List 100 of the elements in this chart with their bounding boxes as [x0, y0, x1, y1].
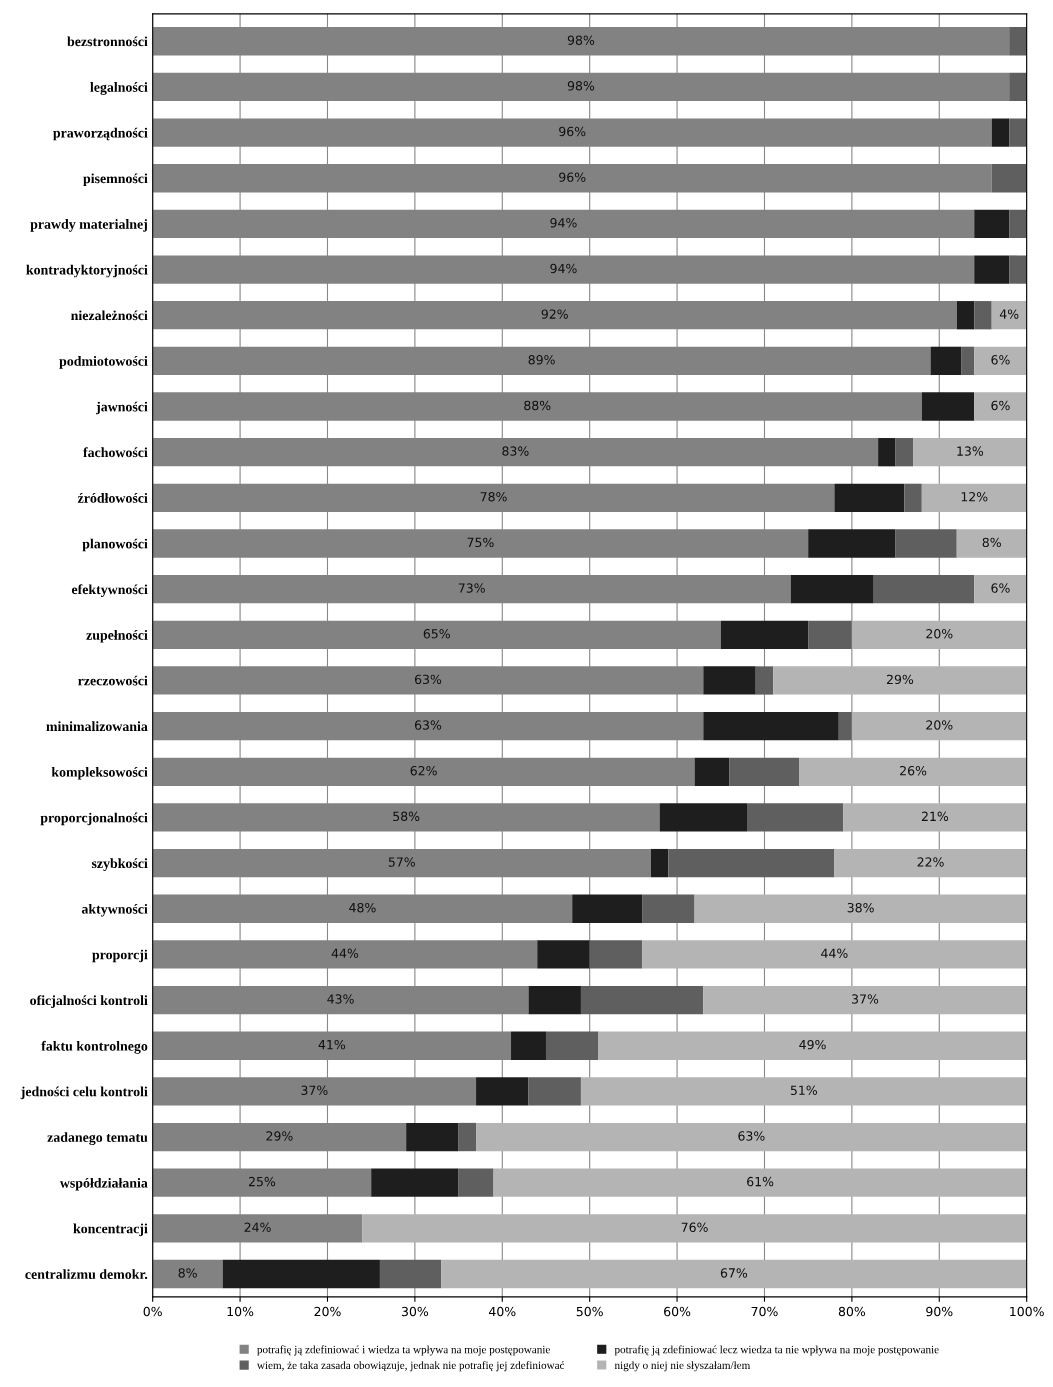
bar — [528, 1077, 581, 1106]
y-tick-label: zupełności — [86, 629, 148, 643]
bar — [974, 346, 1027, 376]
bar — [895, 529, 957, 558]
bar — [974, 255, 1010, 284]
data-label: 29% — [886, 674, 914, 685]
bar — [799, 757, 1027, 786]
bar — [441, 1259, 1027, 1289]
data-label: 83% — [502, 446, 529, 456]
data-label: 98% — [567, 81, 595, 91]
bar — [1009, 209, 1027, 239]
data-label: 63% — [414, 674, 442, 685]
legend-label: wiem, że taka zasada obowiązuje, jednak nie potrafię jej zdefiniować — [256, 1361, 565, 1372]
bar — [703, 985, 1027, 1015]
bar — [956, 301, 975, 330]
bar — [222, 1259, 380, 1289]
x-tick-label: 30% — [401, 1306, 429, 1317]
y-tick-label: jedności celu kontroli — [20, 1086, 148, 1100]
bar — [572, 894, 643, 923]
bar — [904, 483, 922, 512]
data-label: 73% — [458, 583, 485, 593]
data-label: 41% — [318, 1039, 346, 1050]
y-tick-label: minimalizowania — [46, 721, 148, 732]
bar — [921, 392, 975, 421]
bar — [528, 985, 581, 1015]
data-label: 6% — [991, 583, 1010, 593]
bar — [1009, 72, 1027, 102]
bar — [476, 1077, 529, 1106]
bar — [406, 1122, 459, 1152]
data-label: 78% — [480, 492, 507, 502]
bar — [961, 346, 975, 376]
data-label: 62% — [410, 765, 437, 776]
data-label: 49% — [799, 1039, 826, 1050]
data-label: 38% — [847, 902, 874, 913]
bar — [991, 164, 1027, 193]
bar — [930, 346, 962, 376]
data-label: 26% — [900, 765, 927, 776]
data-label: 76% — [681, 1222, 708, 1232]
data-label: 6% — [991, 400, 1010, 411]
bar — [974, 301, 992, 330]
x-tick-label: 40% — [489, 1306, 516, 1317]
data-label: 20% — [926, 628, 953, 639]
data-label: 37% — [852, 994, 879, 1004]
data-label: 12% — [961, 492, 988, 502]
data-label: 63% — [738, 1131, 765, 1141]
y-tick-label: proporcji — [92, 949, 148, 963]
bar — [694, 757, 730, 786]
data-label: 75% — [467, 537, 494, 548]
bar — [1009, 118, 1027, 147]
y-tick-label: praworządności — [53, 127, 148, 141]
bar — [694, 894, 1027, 923]
data-label: 94% — [550, 263, 577, 274]
y-tick-label: legalności — [90, 82, 148, 95]
x-tick-label: 70% — [751, 1306, 778, 1317]
bar — [834, 483, 905, 512]
y-tick-label: zadanego tematu — [47, 1132, 148, 1145]
data-label: 65% — [423, 628, 450, 639]
bar — [974, 209, 1010, 239]
y-tick-label: proporcjonalności — [40, 812, 148, 826]
bar — [668, 848, 835, 878]
bar — [808, 620, 852, 649]
bar — [1009, 255, 1027, 284]
data-label: 44% — [821, 948, 848, 959]
y-tick-label: jawności — [96, 401, 148, 415]
x-tick-label: 100% — [1010, 1306, 1044, 1317]
data-label: 20% — [926, 720, 953, 730]
data-label: 8% — [178, 1268, 197, 1278]
data-label: 88% — [524, 400, 551, 411]
x-tick-label: 10% — [227, 1306, 254, 1317]
bar — [152, 1259, 223, 1289]
bar — [589, 940, 643, 969]
y-tick-label: kontradyktoryjności — [26, 264, 148, 278]
data-label: 37% — [301, 1085, 328, 1096]
y-tick-label: fachowości — [83, 447, 148, 458]
x-tick-label: 0% — [143, 1306, 162, 1317]
y-tick-label: niezależności — [71, 310, 148, 321]
bar — [580, 985, 704, 1015]
legend-label: potrafię ją zdefiniować lecz wiedza ta nie wpływa na moje postępowanie — [614, 1345, 939, 1356]
data-label: 57% — [388, 857, 415, 867]
bar — [729, 757, 800, 786]
y-tick-label: kompleksowości — [51, 766, 148, 780]
data-label: 67% — [720, 1268, 748, 1278]
x-tick-label: 60% — [664, 1306, 691, 1317]
bar — [458, 1168, 494, 1197]
bar — [703, 711, 839, 741]
data-label: 58% — [393, 811, 420, 822]
bar — [1009, 27, 1027, 56]
bar — [537, 940, 590, 969]
bar — [511, 1031, 546, 1060]
x-tick-label: 90% — [926, 1306, 953, 1317]
bar — [458, 1122, 477, 1152]
data-label: 98% — [567, 35, 595, 45]
bar — [843, 803, 1027, 832]
x-tick-label: 80% — [838, 1306, 866, 1317]
data-label: 4% — [999, 309, 1019, 319]
bar — [642, 894, 695, 923]
bar — [659, 803, 747, 832]
y-tick-label: podmiotowości — [59, 356, 148, 369]
legend-label: potrafię ją zdefiniować i wiedza ta wpływa na moje postępowanie — [257, 1345, 550, 1356]
bar — [476, 1122, 1027, 1152]
